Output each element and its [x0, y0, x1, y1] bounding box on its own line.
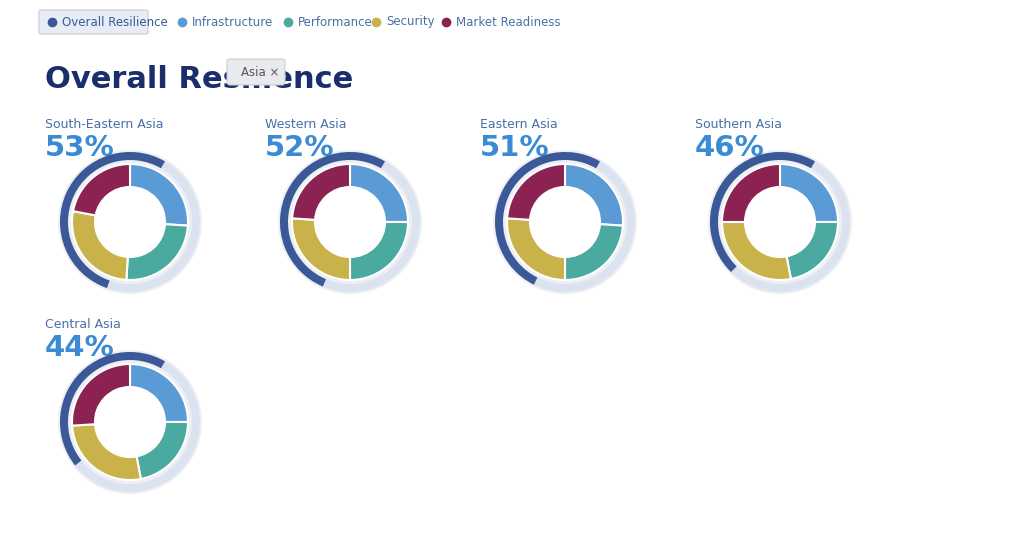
Text: 46%: 46%	[695, 134, 765, 162]
Wedge shape	[722, 222, 791, 280]
Wedge shape	[780, 164, 838, 222]
Wedge shape	[495, 152, 635, 292]
Circle shape	[95, 387, 165, 457]
Text: Infrastructure: Infrastructure	[193, 16, 273, 29]
Circle shape	[315, 187, 385, 257]
Wedge shape	[708, 150, 852, 294]
Circle shape	[745, 187, 815, 257]
Wedge shape	[58, 150, 202, 294]
Wedge shape	[126, 224, 187, 280]
Wedge shape	[280, 152, 420, 292]
Text: Asia ×: Asia ×	[241, 66, 280, 79]
Wedge shape	[278, 150, 422, 294]
Wedge shape	[60, 152, 200, 292]
Wedge shape	[495, 152, 600, 285]
Text: 52%: 52%	[265, 134, 335, 162]
Wedge shape	[710, 152, 850, 292]
Wedge shape	[493, 150, 637, 294]
Wedge shape	[136, 422, 188, 479]
Circle shape	[530, 187, 600, 257]
Wedge shape	[507, 218, 565, 280]
Wedge shape	[60, 352, 165, 465]
Circle shape	[95, 187, 165, 257]
Wedge shape	[58, 350, 202, 494]
Wedge shape	[350, 222, 408, 280]
Wedge shape	[60, 352, 200, 492]
Wedge shape	[350, 164, 408, 222]
Wedge shape	[722, 164, 780, 222]
Text: Security: Security	[386, 16, 434, 29]
Wedge shape	[130, 164, 188, 225]
Wedge shape	[292, 164, 350, 220]
Wedge shape	[130, 364, 188, 422]
Wedge shape	[565, 164, 623, 225]
Text: Western Asia: Western Asia	[265, 118, 346, 131]
Text: Market Readiness: Market Readiness	[456, 16, 560, 29]
Wedge shape	[565, 224, 623, 280]
Text: 44%: 44%	[45, 334, 115, 362]
Text: Overall Resilience: Overall Resilience	[45, 65, 353, 94]
Wedge shape	[73, 164, 130, 215]
Text: Central Asia: Central Asia	[45, 318, 121, 331]
Wedge shape	[280, 152, 385, 287]
Text: Overall Resilience: Overall Resilience	[62, 16, 168, 29]
Text: Eastern Asia: Eastern Asia	[480, 118, 558, 131]
Wedge shape	[72, 211, 128, 280]
Text: 53%: 53%	[45, 134, 115, 162]
Wedge shape	[292, 218, 350, 280]
Wedge shape	[710, 152, 815, 272]
Text: 51%: 51%	[480, 134, 550, 162]
FancyBboxPatch shape	[227, 59, 285, 85]
Text: Performance: Performance	[298, 16, 373, 29]
FancyBboxPatch shape	[39, 10, 148, 34]
Text: Southern Asia: Southern Asia	[695, 118, 782, 131]
Wedge shape	[72, 424, 141, 480]
Wedge shape	[72, 364, 130, 426]
Wedge shape	[507, 164, 565, 220]
Wedge shape	[60, 152, 165, 288]
Wedge shape	[786, 222, 838, 279]
Text: South-Eastern Asia: South-Eastern Asia	[45, 118, 164, 131]
